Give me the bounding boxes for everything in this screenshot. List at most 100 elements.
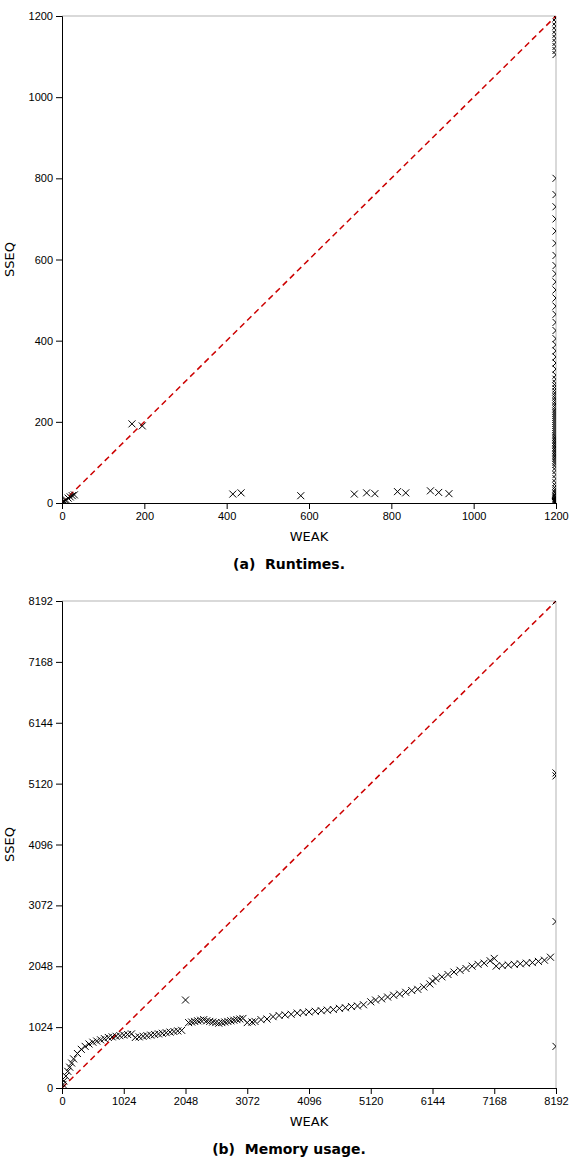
- y-tick-label: 6144: [29, 717, 53, 729]
- scatter-point: [553, 918, 557, 925]
- scatter-point: [297, 492, 304, 499]
- scatter-point: [306, 1008, 313, 1015]
- scatter-point: [553, 215, 557, 222]
- x-axis-title: WEAK: [290, 1114, 329, 1129]
- x-tick-label: 3072: [236, 1095, 260, 1107]
- scatter-point: [475, 961, 482, 968]
- scatter-point: [438, 973, 445, 980]
- chart-title: (b) Memory usage.: [212, 1141, 366, 1157]
- plot-frame: [556, 601, 557, 1088]
- scatter-point: [553, 228, 557, 235]
- scatter-point: [553, 278, 557, 285]
- scatter-point: [553, 499, 557, 503]
- y-tick-mark: [56, 845, 62, 846]
- scatter-point: [450, 969, 457, 976]
- y-tick-mark: [56, 601, 62, 602]
- x-tick-label: 200: [136, 510, 154, 522]
- x-axis-line: [63, 504, 557, 510]
- y-tick-label: 600: [35, 254, 53, 266]
- scatter-point: [402, 489, 409, 496]
- scatter-point: [384, 994, 391, 1001]
- scatter-point: [178, 1027, 185, 1034]
- scatter-point: [182, 997, 189, 1004]
- scatter-point: [371, 490, 378, 497]
- scatter-point: [330, 1006, 337, 1013]
- scatter-point: [553, 303, 557, 310]
- scatter-point: [553, 772, 557, 779]
- scatter-point: [553, 311, 557, 318]
- scatter-point: [62, 1077, 67, 1084]
- y-axis-line: [56, 602, 63, 1089]
- y-tick-label: 0: [47, 497, 53, 509]
- scatter-point: [435, 489, 442, 496]
- x-tick: 7168: [483, 1088, 507, 1107]
- x-tick: 1000: [462, 503, 486, 522]
- chart-panel: 0102420483072409651206144716881920102420…: [2, 595, 569, 1157]
- y-axis-title: SSEQ: [2, 827, 17, 862]
- y-tick-mark: [56, 1027, 62, 1028]
- x-tick-mark: [124, 1088, 125, 1094]
- scatter-point: [553, 319, 557, 326]
- y-tick: 0: [47, 497, 62, 509]
- y-tick-label: 7168: [29, 656, 53, 668]
- scatter-point: [491, 955, 498, 962]
- y-tick-label: 8192: [29, 595, 53, 607]
- scatter-point: [553, 1043, 557, 1050]
- scatter-point: [378, 995, 385, 1002]
- scatter-point: [342, 1004, 349, 1011]
- scatter-point: [553, 499, 557, 503]
- plot-area: [62, 16, 556, 503]
- scatter-point: [445, 490, 452, 497]
- x-tick: 400: [218, 503, 236, 522]
- y-tick: 5120: [29, 778, 62, 790]
- x-tick-mark: [371, 1088, 372, 1094]
- scatter-point: [432, 975, 439, 982]
- scatter-point: [481, 960, 488, 967]
- scatter-point: [553, 499, 557, 503]
- y-tick-mark: [56, 97, 62, 98]
- scatter-point: [553, 499, 557, 503]
- x-tick-label: 8192: [544, 1095, 568, 1107]
- scatter-point: [553, 498, 557, 503]
- scatter-point: [553, 499, 557, 503]
- scatter-point: [553, 270, 557, 277]
- scatter-point: [553, 203, 557, 210]
- y-tick: 8192: [29, 595, 62, 607]
- scatter-point: [547, 954, 554, 961]
- x-tick: 2048: [174, 1088, 198, 1107]
- scatter-point: [270, 1013, 277, 1020]
- scatter-point: [553, 286, 557, 293]
- y-tick-mark: [56, 662, 62, 663]
- y-axis-title: SSEQ: [2, 242, 17, 277]
- y-tick-label: 5120: [29, 778, 53, 790]
- x-tick: 1024: [112, 1088, 136, 1107]
- x-tick-label: 2048: [174, 1095, 198, 1107]
- x-tick: 0: [59, 1088, 65, 1107]
- x-tick: 1200: [544, 503, 568, 522]
- scatter-point: [553, 499, 557, 503]
- y-tick-label: 1000: [29, 91, 53, 103]
- y-tick: 800: [35, 172, 62, 184]
- scatter-point: [251, 1018, 258, 1025]
- y-tick-label: 2048: [29, 960, 53, 972]
- x-tick-mark: [186, 1088, 187, 1094]
- x-tick: 8192: [544, 1088, 568, 1107]
- scatter-point: [553, 240, 557, 247]
- scatter-point: [402, 989, 409, 996]
- scatter-point: [78, 1046, 85, 1053]
- x-tick-mark: [247, 1088, 248, 1094]
- x-tick-mark: [309, 503, 310, 509]
- y-tick-label: 4096: [29, 839, 53, 851]
- y-tick-label: 400: [35, 335, 53, 347]
- x-tick: 6144: [421, 1088, 445, 1107]
- plot-area: [62, 601, 556, 1088]
- x-tick-label: 600: [300, 510, 318, 522]
- y-tick-mark: [56, 260, 62, 261]
- x-axis: 010242048307240965120614471688192: [59, 1088, 568, 1107]
- x-tick-label: 0: [59, 1095, 65, 1107]
- scatter-point: [351, 491, 358, 498]
- scatter-point: [456, 967, 463, 974]
- scatter-point: [363, 489, 370, 496]
- scatter-point: [414, 986, 421, 993]
- y-tick-mark: [56, 341, 62, 342]
